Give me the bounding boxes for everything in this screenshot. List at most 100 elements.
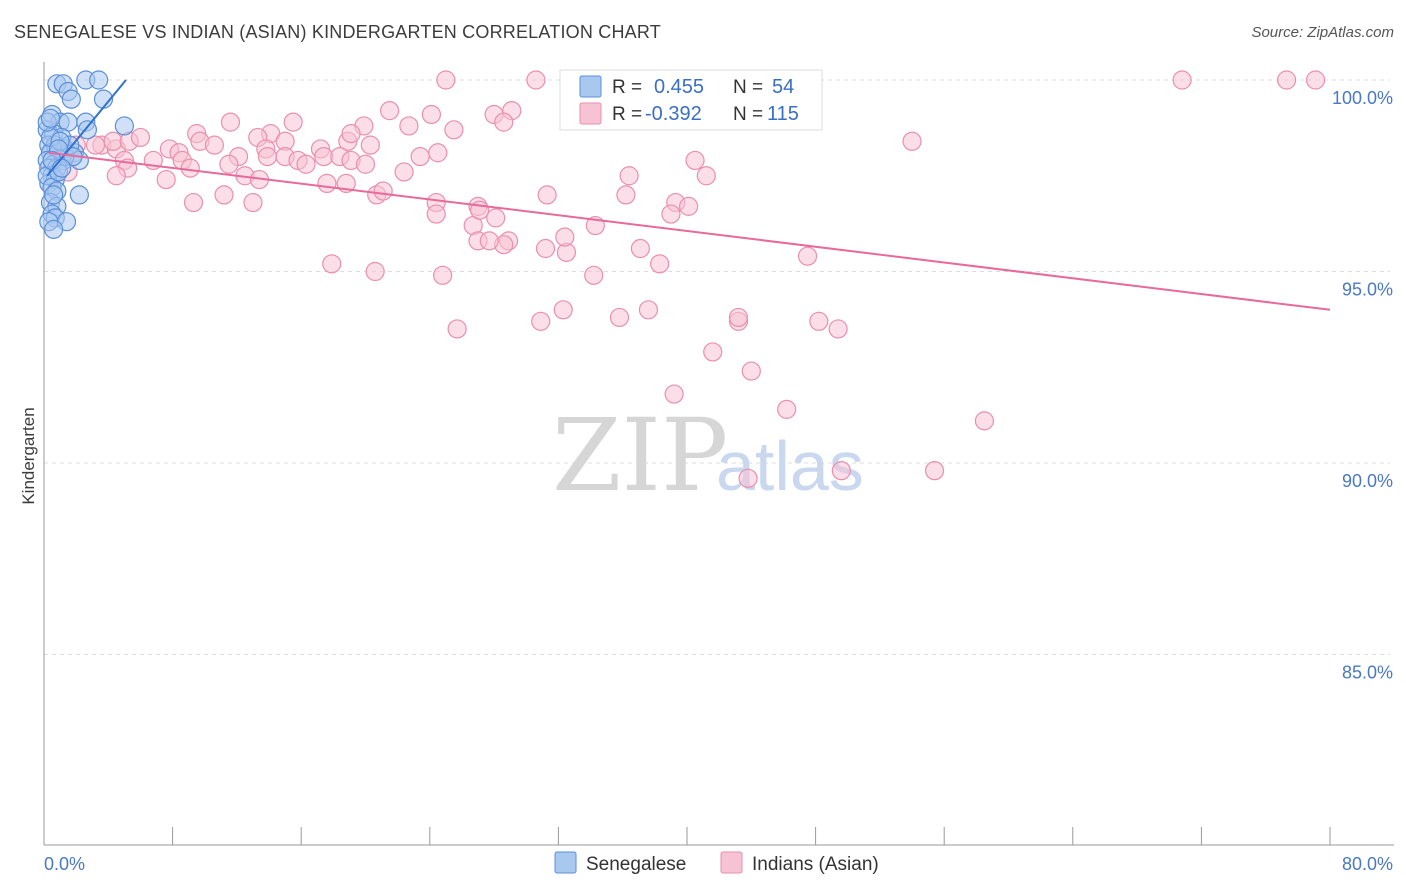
data-point bbox=[661, 204, 681, 224]
data-point bbox=[180, 158, 200, 178]
data-point bbox=[555, 227, 575, 247]
correlation-legend: R = 0.455 N = 54 R = -0.392 N = 115 bbox=[559, 69, 823, 131]
data-point bbox=[703, 342, 723, 362]
x-tick-label: 0.0% bbox=[44, 854, 85, 874]
data-point bbox=[436, 70, 456, 90]
x-tick-label: 80.0% bbox=[1342, 854, 1393, 874]
legend-r-label-pink: R = bbox=[612, 104, 642, 125]
bottom-legend-swatch-indians-asian bbox=[720, 851, 743, 874]
data-point bbox=[283, 112, 303, 132]
data-point bbox=[220, 112, 241, 132]
data-point bbox=[243, 192, 263, 213]
data-point bbox=[584, 265, 604, 285]
data-point bbox=[619, 166, 639, 186]
data-point bbox=[738, 468, 758, 488]
legend-swatch-blue bbox=[579, 75, 602, 98]
axes bbox=[43, 62, 1394, 846]
data-point bbox=[410, 147, 430, 167]
data-point bbox=[630, 238, 650, 259]
data-point bbox=[679, 196, 699, 216]
data-point bbox=[535, 238, 556, 259]
data-point bbox=[664, 384, 684, 404]
data-point bbox=[728, 307, 749, 328]
y-tick-label: 100.0% bbox=[1332, 88, 1393, 108]
y-tick-label: 90.0% bbox=[1342, 471, 1393, 491]
data-point bbox=[219, 154, 239, 174]
tick-labels: 100.0% 95.0% 90.0% 85.0% 0.0% 80.0% bbox=[44, 88, 1393, 874]
data-point bbox=[44, 185, 64, 205]
trend-line-pink bbox=[48, 151, 1331, 311]
data-point bbox=[638, 300, 659, 320]
data-point bbox=[696, 166, 716, 186]
data-point bbox=[204, 135, 224, 155]
legend-r-label-blue: R = bbox=[612, 77, 642, 98]
data-point bbox=[314, 147, 334, 167]
legend-n-label-blue: N = bbox=[733, 77, 763, 98]
data-point bbox=[426, 204, 446, 224]
legend-r-value-blue: 0.455 bbox=[654, 76, 704, 98]
bottom-legend-label-indians-asian: Indians (Asian) bbox=[752, 854, 879, 875]
data-point bbox=[650, 254, 670, 274]
data-point bbox=[355, 154, 376, 174]
data-point bbox=[1305, 70, 1326, 90]
data-point bbox=[526, 70, 546, 90]
data-point bbox=[61, 89, 81, 109]
trend-lines bbox=[46, 79, 1331, 311]
trend-line-blue bbox=[46, 79, 127, 177]
data-point bbox=[399, 116, 419, 136]
data-point bbox=[114, 116, 134, 136]
data-point bbox=[44, 219, 64, 239]
data-point bbox=[214, 185, 234, 205]
data-point bbox=[494, 112, 514, 132]
data-point bbox=[421, 104, 442, 125]
data-point bbox=[902, 131, 922, 151]
source-label: Source: ZipAtlas.com bbox=[1251, 24, 1394, 41]
data-point bbox=[103, 131, 123, 151]
series-indians-asian bbox=[58, 70, 1326, 488]
data-point bbox=[106, 166, 126, 186]
data-point bbox=[974, 411, 994, 431]
data-point bbox=[130, 127, 151, 148]
data-point bbox=[89, 70, 109, 90]
data-point bbox=[365, 261, 385, 282]
data-point bbox=[831, 461, 851, 481]
data-point bbox=[486, 208, 506, 228]
data-point bbox=[447, 319, 467, 339]
data-point bbox=[828, 319, 848, 339]
watermark-zip: ZIP bbox=[552, 397, 728, 514]
bottom-legend-swatch-senegalese bbox=[554, 851, 577, 874]
gridlines bbox=[44, 79, 1390, 655]
data-point bbox=[609, 307, 630, 328]
data-point bbox=[69, 185, 89, 205]
data-point bbox=[40, 108, 61, 128]
data-point bbox=[183, 192, 204, 213]
legend-r-value-pink: -0.392 bbox=[645, 103, 702, 125]
data-point bbox=[317, 173, 337, 194]
bottom-legend-label-senegalese: Senegalese bbox=[586, 854, 686, 875]
data-point bbox=[322, 254, 342, 274]
data-point bbox=[553, 300, 573, 320]
y-axis-label: Kindergarten bbox=[19, 407, 38, 504]
chart-title: SENEGALESE VS INDIAN (ASIAN) KINDERGARTE… bbox=[14, 22, 661, 42]
legend-box bbox=[559, 69, 823, 131]
data-point bbox=[156, 169, 176, 190]
data-point bbox=[296, 154, 316, 174]
data-point bbox=[77, 120, 98, 140]
data-point bbox=[616, 185, 636, 205]
data-point bbox=[52, 158, 72, 178]
data-point bbox=[85, 135, 106, 155]
data-point bbox=[797, 246, 818, 266]
data-point bbox=[479, 231, 499, 251]
data-point bbox=[685, 150, 705, 171]
series-senegalese bbox=[37, 70, 134, 239]
data-point bbox=[924, 461, 945, 481]
series-legend: Senegalese Indians (Asian) bbox=[554, 851, 879, 875]
data-point bbox=[537, 185, 557, 205]
legend-swatch-pink bbox=[579, 102, 602, 125]
legend-n-label-pink: N = bbox=[733, 104, 763, 125]
data-point bbox=[373, 181, 393, 201]
data-point bbox=[394, 162, 414, 182]
data-point bbox=[257, 147, 278, 167]
data-point bbox=[444, 120, 464, 140]
legend-n-value-pink: 115 bbox=[767, 103, 799, 125]
